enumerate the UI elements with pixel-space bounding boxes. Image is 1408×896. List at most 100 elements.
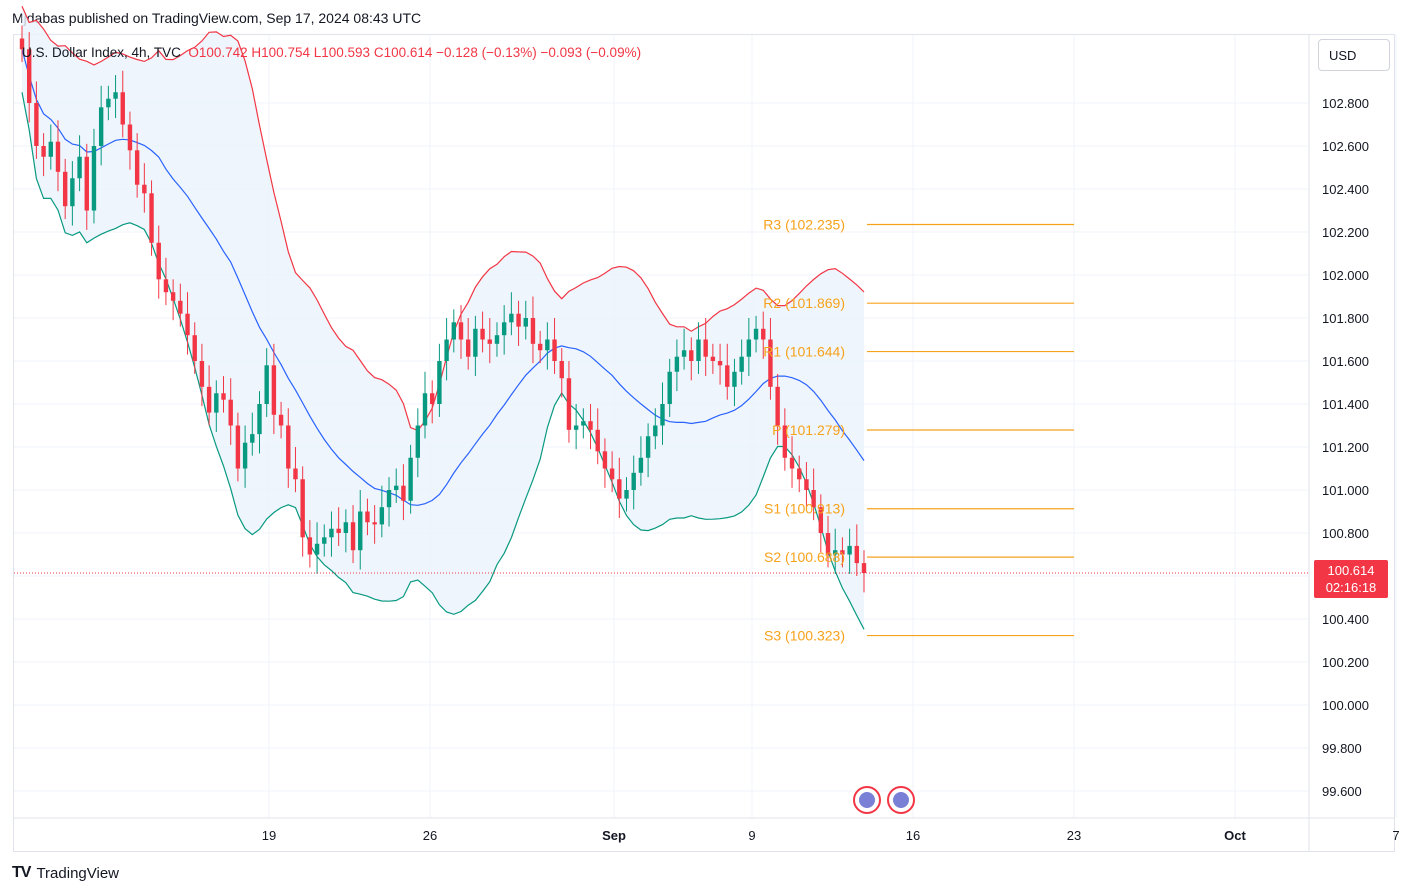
tradingview-logo-icon[interactable]: TV xyxy=(12,864,31,881)
candle-body xyxy=(516,313,521,327)
y-tick-label: 102.800 xyxy=(1322,96,1369,111)
candle-body xyxy=(106,98,111,108)
candle-body xyxy=(199,361,205,387)
candle-body xyxy=(394,485,399,491)
candle-body xyxy=(437,361,442,405)
candle-body xyxy=(617,479,622,499)
change-value: −0.128 (−0.13%) xyxy=(436,45,537,60)
candle-body xyxy=(833,550,838,555)
candle-body xyxy=(509,313,514,323)
candle-body xyxy=(588,421,593,430)
candle-body xyxy=(595,429,600,452)
candle-body xyxy=(314,543,320,555)
candle-body xyxy=(753,328,759,340)
y-tick-label: 102.400 xyxy=(1322,182,1369,197)
y-tick-label: 99.600 xyxy=(1322,784,1362,799)
candle-body xyxy=(710,356,716,362)
y-tick-label: 100.400 xyxy=(1322,612,1369,627)
candle-body xyxy=(386,490,392,508)
lower-band-line xyxy=(21,92,865,630)
candle-body xyxy=(732,371,737,387)
candle-body xyxy=(581,421,586,426)
candle-body xyxy=(696,339,701,362)
candle-body xyxy=(660,404,665,426)
candle-body xyxy=(638,457,644,473)
candle-body xyxy=(271,365,277,415)
candle-body xyxy=(98,107,104,147)
candle-body xyxy=(552,339,557,362)
brand-name[interactable]: TradingView xyxy=(36,864,119,882)
candle-body xyxy=(458,322,464,340)
y-tick-label: 100.200 xyxy=(1322,655,1369,670)
candle-body xyxy=(818,507,824,534)
close-value: C100.614 xyxy=(373,45,433,60)
candle-body xyxy=(206,386,212,413)
candle-body xyxy=(451,322,456,340)
candles xyxy=(19,25,867,593)
candle-body xyxy=(523,318,528,327)
candle-body xyxy=(501,322,507,336)
candle-body xyxy=(77,156,82,179)
candle-body xyxy=(235,425,241,469)
candle-body xyxy=(789,457,795,469)
ohlc-legend: U.S. Dollar Index, 4h, TVC O100.742 H100… xyxy=(22,45,641,60)
candle-body xyxy=(293,468,298,480)
candle-body xyxy=(322,537,327,544)
candle-body xyxy=(350,522,356,551)
candle-body xyxy=(329,528,334,538)
us-flag-event-icon-inner xyxy=(859,792,875,808)
x-tick-label: 26 xyxy=(423,828,437,843)
candle-body xyxy=(84,156,89,211)
candle-body xyxy=(746,339,752,357)
candle-body xyxy=(825,533,831,555)
candle-body xyxy=(242,442,248,469)
candle-body xyxy=(278,414,284,426)
candle-body xyxy=(480,328,485,340)
candle-body xyxy=(602,451,608,469)
candle-body xyxy=(847,545,852,555)
candle-body xyxy=(494,335,500,344)
candle-body xyxy=(430,393,435,405)
high-value: H100.754 xyxy=(251,45,310,60)
y-tick-label: 101.800 xyxy=(1322,311,1369,326)
candle-body xyxy=(228,399,233,426)
candle-body xyxy=(782,425,788,458)
candle-body xyxy=(41,146,46,157)
candle-body xyxy=(34,103,39,147)
candle-body xyxy=(725,365,730,387)
candle-body xyxy=(134,150,140,185)
upper-band-line xyxy=(21,6,865,432)
candle-body xyxy=(408,457,413,501)
candle-body xyxy=(811,490,816,508)
candle-body xyxy=(113,92,118,99)
open-value: O100.742 xyxy=(188,45,248,60)
y-tick-label: 101.200 xyxy=(1322,440,1369,455)
candle-body xyxy=(379,507,385,525)
change-value-2: −0.093 (−0.09%) xyxy=(540,45,642,60)
candle-body xyxy=(465,339,471,357)
candle-body xyxy=(775,386,780,426)
y-tick-label: 100.000 xyxy=(1322,698,1369,713)
symbol-label[interactable]: U.S. Dollar Index, 4h, TVC xyxy=(22,45,181,60)
chart-frame xyxy=(13,34,1395,852)
candle-body xyxy=(170,292,176,301)
last-price-value: 100.614 xyxy=(1327,563,1375,578)
candle-body xyxy=(163,279,169,293)
candle-body xyxy=(415,425,421,458)
candle-body xyxy=(624,490,629,499)
candle-body xyxy=(365,511,370,523)
candle-body xyxy=(761,328,766,340)
x-tick-label: 7 xyxy=(1392,828,1399,843)
last-price-tag: 100.614 02:16:18 xyxy=(1314,560,1388,598)
candle-body xyxy=(739,356,744,372)
candle-body xyxy=(530,318,536,344)
x-tick-label: Oct xyxy=(1224,828,1246,843)
candle-body xyxy=(214,393,219,413)
currency-button[interactable]: USD xyxy=(1318,39,1390,71)
y-tick-label: 102.200 xyxy=(1322,225,1369,240)
candle-body xyxy=(307,537,313,555)
y-tick-label: 102.600 xyxy=(1322,139,1369,154)
axes: 102.800 102.600 102.400 102.200 102.000 101.8… xyxy=(14,35,1400,852)
candle-body xyxy=(70,178,75,207)
